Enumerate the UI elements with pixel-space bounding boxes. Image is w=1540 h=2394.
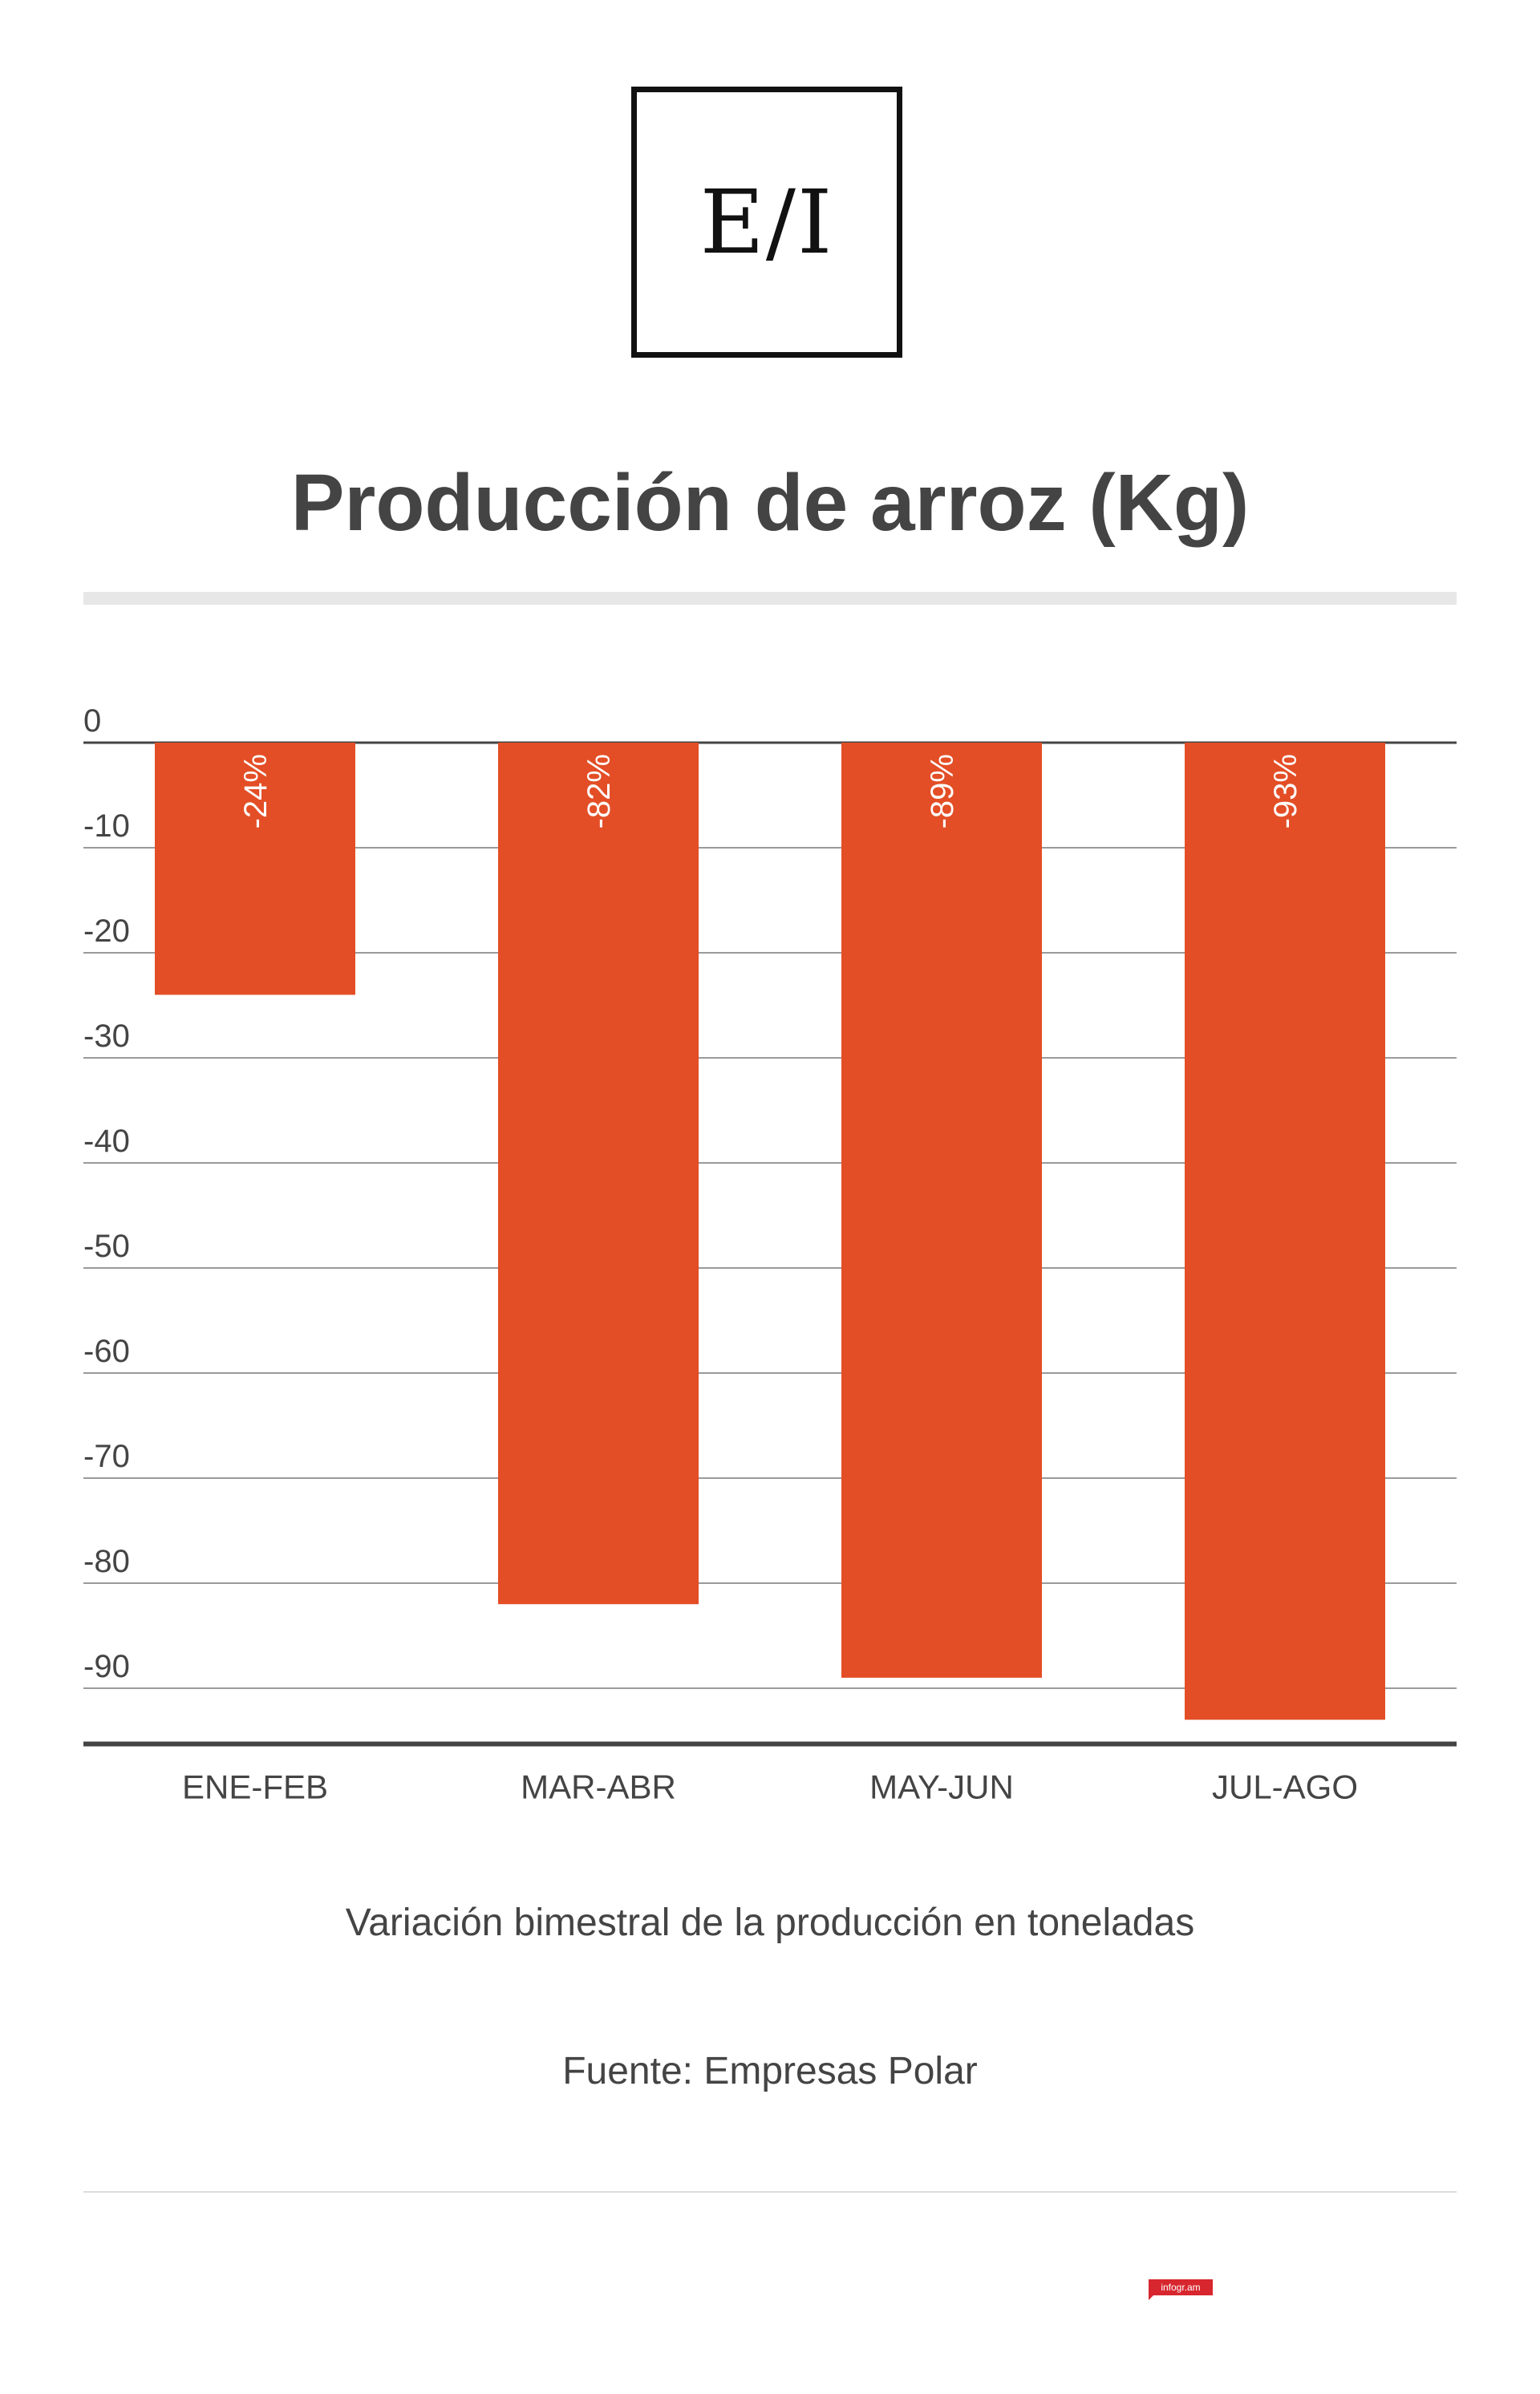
bar[interactable] — [1185, 743, 1385, 1720]
y-tick-label: 0 — [83, 703, 101, 739]
chart-subtitle: Variación bimestral de la producción en … — [345, 1902, 1195, 1944]
y-tick-label: -50 — [83, 1229, 130, 1264]
logo-text: E/I — [699, 171, 834, 273]
data-labels: -24% -82% -89% -93% — [238, 754, 1303, 828]
y-tick-label: -90 — [83, 1649, 130, 1684]
bottom-divider — [83, 2191, 1457, 2193]
title-divider — [83, 592, 1457, 605]
logo: E/I — [631, 87, 902, 358]
bar[interactable] — [841, 743, 1042, 1678]
source-note: Fuente: Empresas Polar — [562, 2050, 978, 2092]
data-label: -82% — [582, 754, 617, 828]
y-tick-label: -40 — [83, 1124, 130, 1159]
bar-chart: 0 -10 -20 -30 -40 -50 -60 -70 -80 -90 -24% -82% -89… — [83, 703, 1457, 1806]
x-tick-label: MAR-ABR — [521, 1768, 676, 1806]
data-label: -89% — [925, 754, 960, 828]
data-label: -93% — [1268, 754, 1303, 828]
y-tick-label: -30 — [83, 1019, 130, 1054]
y-tick-label: -60 — [83, 1334, 130, 1369]
x-tick-label: ENE-FEB — [182, 1768, 328, 1806]
badge-tail — [1149, 2294, 1155, 2300]
y-tick-labels: 0 -10 -20 -30 -40 -50 -60 -70 -80 -90 — [83, 703, 130, 1684]
y-tick-label: -70 — [83, 1439, 130, 1474]
chart-title: Producción de arroz (Kg) — [290, 458, 1250, 548]
x-tick-label: MAY-JUN — [869, 1768, 1014, 1806]
bars — [155, 743, 1385, 1720]
x-tick-labels: ENE-FEB MAR-ABR MAY-JUN JUL-AGO — [182, 1768, 1358, 1806]
y-tick-label: -10 — [83, 808, 130, 844]
data-label: -24% — [238, 754, 274, 828]
y-tick-label: -80 — [83, 1544, 130, 1579]
bar[interactable] — [155, 743, 355, 995]
infogram-badge[interactable]: infogr.am — [1149, 2279, 1213, 2295]
bar[interactable] — [498, 743, 699, 1605]
x-tick-label: JUL-AGO — [1212, 1768, 1358, 1806]
y-tick-label: -20 — [83, 913, 130, 949]
